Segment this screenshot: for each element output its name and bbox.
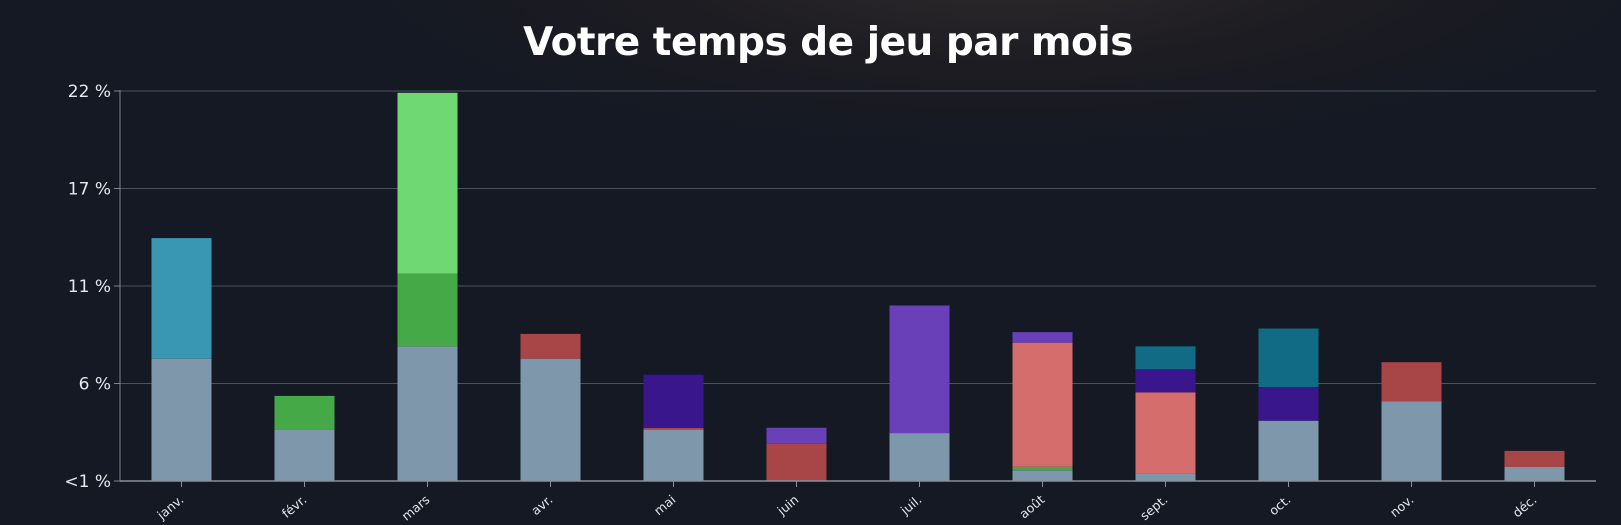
y-tick-label: 6 % bbox=[79, 375, 111, 395]
bar-segment bbox=[397, 92, 458, 274]
bar-segment bbox=[1258, 328, 1319, 387]
bar-segment bbox=[397, 346, 458, 481]
y-tick-labels: <1 % 6 % 11 % 17 % 22 % bbox=[64, 82, 111, 492]
bar-segment bbox=[766, 427, 827, 444]
bar-segment bbox=[889, 433, 950, 481]
bar-segment bbox=[1504, 450, 1565, 467]
bar-segment bbox=[1012, 466, 1073, 471]
x-tick-label: sept. bbox=[1137, 492, 1170, 523]
x-tick-label: nov. bbox=[1387, 492, 1417, 520]
bar-segment bbox=[1135, 392, 1196, 474]
x-tick-label: août bbox=[1016, 492, 1047, 522]
bar-segment bbox=[1258, 387, 1319, 421]
bar-segment bbox=[1381, 401, 1442, 481]
bar-segment bbox=[766, 443, 827, 481]
y-tick-label: 22 % bbox=[68, 82, 111, 102]
y-tick-label: 17 % bbox=[68, 180, 111, 200]
gridlines bbox=[120, 90, 1596, 384]
bar-segment bbox=[1135, 346, 1196, 370]
bar-segment bbox=[1381, 362, 1442, 402]
bar-segment bbox=[643, 427, 704, 430]
x-tick-label: mars bbox=[399, 492, 433, 524]
x-tick-label: mai bbox=[651, 492, 679, 518]
bar-segment bbox=[643, 374, 704, 428]
x-tick-label: juil. bbox=[897, 492, 925, 518]
bar-segment bbox=[643, 429, 704, 481]
bar-segment bbox=[520, 333, 581, 359]
y-tick-label: 11 % bbox=[68, 277, 111, 297]
x-tick-label: oct. bbox=[1266, 492, 1294, 519]
y-tick-label: <1 % bbox=[64, 472, 111, 492]
bar-segment bbox=[151, 238, 212, 359]
bar-segment bbox=[151, 358, 212, 481]
x-tick-labels: janv. févr. mars avr. mai juin juil. août sept. o… bbox=[153, 492, 1539, 524]
bar-segment bbox=[1504, 466, 1565, 481]
bar-segment bbox=[520, 358, 581, 481]
bar-segment bbox=[1012, 332, 1073, 343]
bar-segment bbox=[1258, 420, 1319, 481]
bars bbox=[151, 92, 1565, 481]
bar-segment bbox=[1135, 369, 1196, 393]
bar-segment bbox=[1012, 470, 1073, 481]
x-tick-label: avr. bbox=[528, 492, 555, 518]
bar-segment bbox=[1012, 342, 1073, 467]
bar-segment bbox=[889, 305, 950, 434]
bar-segment bbox=[1135, 473, 1196, 481]
bar-segment bbox=[397, 273, 458, 347]
x-tick-label: déc. bbox=[1509, 492, 1539, 521]
x-tick-label: janv. bbox=[153, 492, 186, 523]
chart-title: Votre temps de jeu par mois bbox=[523, 20, 1133, 65]
x-tick-label: févr. bbox=[279, 492, 310, 521]
bar-segment bbox=[274, 395, 335, 430]
x-tick-label: juin bbox=[774, 492, 802, 519]
bar-segment bbox=[274, 429, 335, 481]
axes bbox=[114, 90, 1596, 487]
